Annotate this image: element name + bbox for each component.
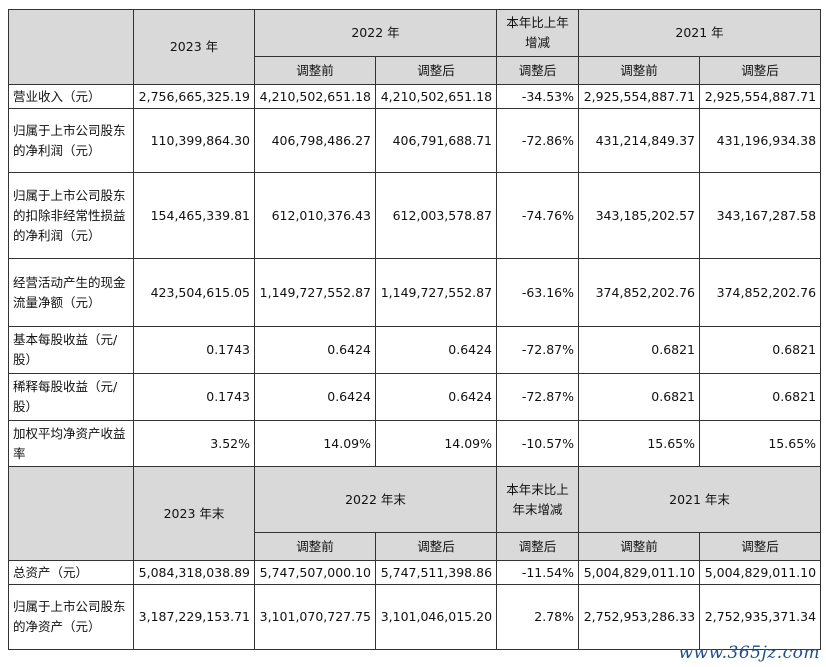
header2-corner [8,466,134,561]
cell-2021-after: 15.65% [699,420,822,467]
cell-change: -74.76% [496,172,580,259]
cell-2021-before: 431,214,849.37 [578,108,701,173]
table-row: 总资产（元） 5,084,318,038.89 5,747,507,000.10… [8,560,822,585]
cell-2021-before: 5,004,829,011.10 [578,560,701,585]
header-change: 本年比上年增减 [496,9,580,57]
cell-2022-after: 0.6424 [374,373,498,421]
cell-2021-before: 374,852,202.76 [578,258,701,327]
cell-2022-before: 1,149,727,552.87 [254,258,376,327]
cell-2023: 3,187,229,153.71 [133,584,255,650]
header2-2022: 2022 年末 [253,466,498,533]
row-label: 经营活动产生的现金流量净额（元） [8,258,134,327]
header2-2022-after: 调整后 [374,532,498,561]
cell-2022-after: 406,791,688.71 [374,108,498,173]
cell-2022-after: 1,149,727,552.87 [374,258,498,327]
cell-change: -72.87% [496,373,580,421]
cell-2022-before: 3,101,070,727.75 [254,584,376,650]
cell-change: -11.54% [496,560,580,585]
cell-2021-before: 0.6821 [578,373,701,421]
cell-2022-after: 5,747,511,398.86 [374,560,498,585]
header2-change: 本年末比上年末增减 [496,466,580,533]
row-label: 总资产（元） [8,560,134,585]
cell-2023: 0.1743 [133,326,255,374]
table-row: 归属于上市公司股东的净资产（元） 3,187,229,153.71 3,101,… [8,584,822,650]
row-label: 加权平均净资产收益率 [8,420,134,467]
header2-2021: 2021 年末 [578,466,822,533]
header-corner [8,9,134,85]
header-2023: 2023 年 [133,9,255,85]
cell-2022-after: 4,210,502,651.18 [374,84,498,109]
cell-2023: 154,465,339.81 [133,172,255,259]
header-change-after: 调整后 [496,56,580,85]
cell-2023: 110,399,864.30 [133,108,255,173]
row-label: 营业收入（元） [8,84,134,109]
cell-2022-before: 4,210,502,651.18 [254,84,376,109]
table-row: 归属于上市公司股东的扣除非经常性损益的净利润（元） 154,465,339.81… [8,172,822,259]
row-label: 基本每股收益（元/股） [8,326,134,374]
row-label: 归属于上市公司股东的净利润（元） [8,108,134,173]
cell-change: -72.86% [496,108,580,173]
cell-2022-before: 406,798,486.27 [254,108,376,173]
cell-2022-before: 5,747,507,000.10 [254,560,376,585]
header2-change-after: 调整后 [496,532,580,561]
header-2021: 2021 年 [578,9,822,57]
cell-2021-after: 343,167,287.58 [699,172,822,259]
cell-change: -34.53% [496,84,580,109]
table-row: 基本每股收益（元/股） 0.1743 0.6424 0.6424 -72.87%… [8,326,822,374]
row-label: 稀释每股收益（元/股） [8,373,134,421]
cell-2023: 423,504,615.05 [133,258,255,327]
cell-2023: 5,084,318,038.89 [133,560,255,585]
cell-2021-before: 0.6821 [578,326,701,374]
cell-2023: 0.1743 [133,373,255,421]
financial-summary-table: 2023 年 2022 年 本年比上年增减 2021 年 调整前 调整后 调整后… [8,9,822,650]
cell-2021-after: 5,004,829,011.10 [699,560,822,585]
cell-2021-after: 374,852,202.76 [699,258,822,327]
header-2022-after: 调整后 [374,56,498,85]
cell-2022-before: 0.6424 [254,373,376,421]
cell-2022-after: 612,003,578.87 [374,172,498,259]
table-row: 归属于上市公司股东的净利润（元） 110,399,864.30 406,798,… [8,108,822,173]
cell-change: -63.16% [496,258,580,327]
header-2022: 2022 年 [253,9,498,57]
cell-2021-before: 343,185,202.57 [578,172,701,259]
cell-change: -72.87% [496,326,580,374]
header-2022-before: 调整前 [254,56,376,85]
header2-2021-before: 调整前 [578,532,701,561]
cell-2022-after: 3,101,046,015.20 [374,584,498,650]
cell-change: -10.57% [496,420,580,467]
cell-2021-after: 0.6821 [699,326,822,374]
cell-2021-before: 2,925,554,887.71 [578,84,701,109]
table-row: 营业收入（元） 2,756,665,325.19 4,210,502,651.1… [8,84,822,109]
cell-2022-before: 0.6424 [254,326,376,374]
cell-2021-before: 2,752,953,286.33 [578,584,701,650]
cell-2021-after: 2,752,935,371.34 [699,584,822,650]
cell-2021-after: 2,925,554,887.71 [699,84,822,109]
header-2021-before: 调整前 [578,56,701,85]
cell-change: 2.78% [496,584,580,650]
row-label: 归属于上市公司股东的净资产（元） [8,584,134,650]
header2-2021-after: 调整后 [699,532,822,561]
cell-2021-before: 15.65% [578,420,701,467]
cell-2022-before: 612,010,376.43 [254,172,376,259]
table-row: 加权平均净资产收益率 3.52% 14.09% 14.09% -10.57% 1… [8,420,822,467]
cell-2023: 3.52% [133,420,255,467]
row-label: 归属于上市公司股东的扣除非经常性损益的净利润（元） [8,172,134,259]
cell-2021-after: 431,196,934.38 [699,108,822,173]
cell-2022-after: 0.6424 [374,326,498,374]
table-row: 稀释每股收益（元/股） 0.1743 0.6424 0.6424 -72.87%… [8,373,822,421]
cell-2022-after: 14.09% [374,420,498,467]
cell-2023: 2,756,665,325.19 [133,84,255,109]
header2-2022-before: 调整前 [254,532,376,561]
cell-2022-before: 14.09% [254,420,376,467]
header2-2023: 2023 年末 [133,466,255,561]
header-2021-after: 调整后 [699,56,822,85]
table-row: 经营活动产生的现金流量净额（元） 423,504,615.05 1,149,72… [8,258,822,327]
cell-2021-after: 0.6821 [699,373,822,421]
watermark: www.365jz.com [678,643,820,663]
